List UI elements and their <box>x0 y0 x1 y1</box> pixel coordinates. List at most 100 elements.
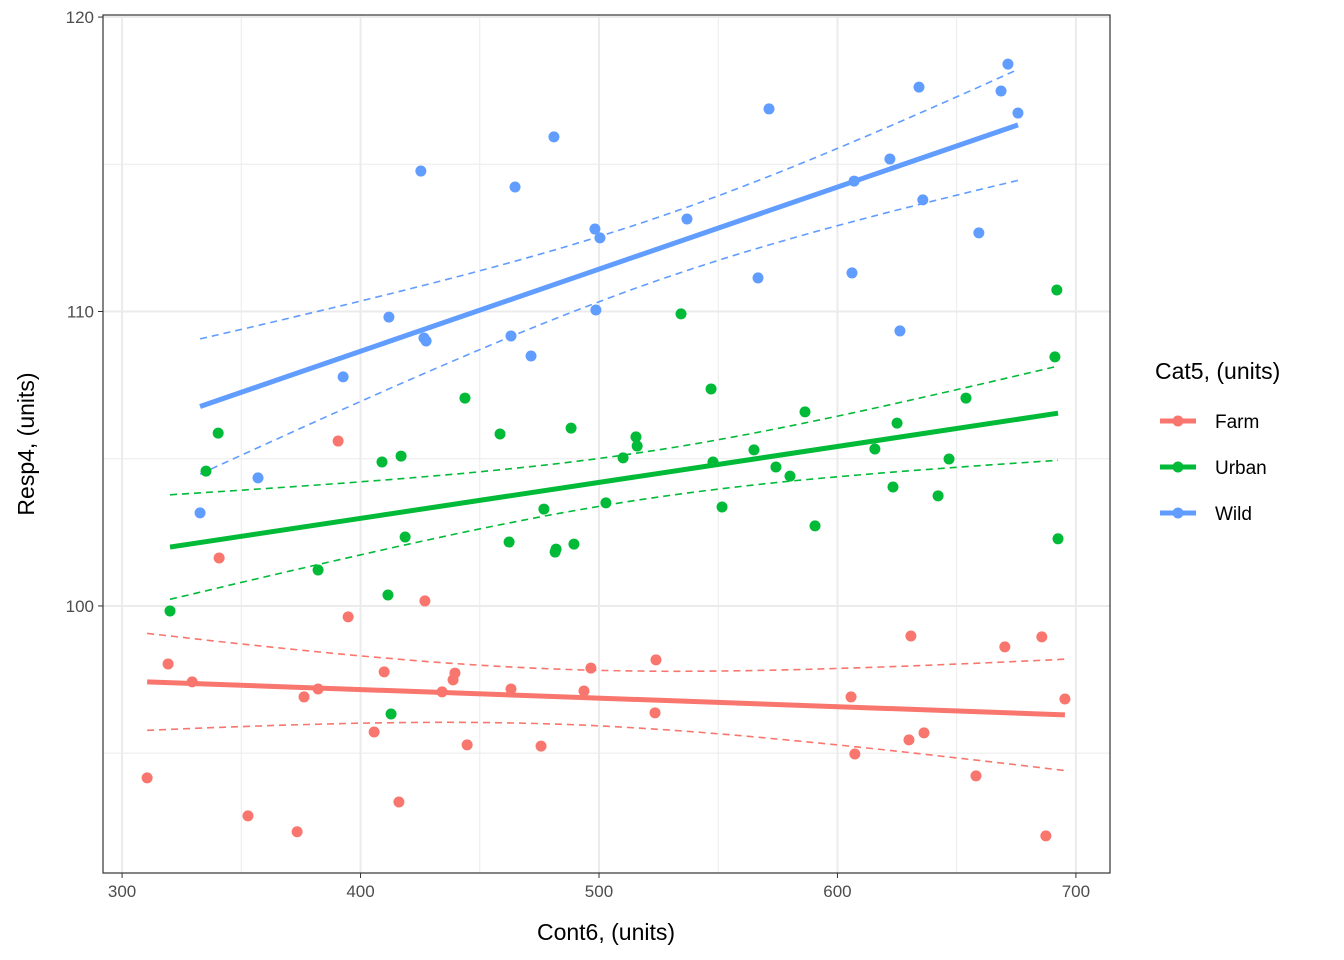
point-urban <box>707 456 719 468</box>
point-farm <box>970 770 982 782</box>
x-tick-label: 600 <box>823 882 851 901</box>
x-tick-label: 400 <box>346 882 374 901</box>
axis-ticks: 300 400 500 600 700 100 110 120 <box>66 8 1090 901</box>
point-farm <box>378 666 390 678</box>
lower-bound-wild <box>199 179 1019 475</box>
point-urban <box>399 531 411 543</box>
point-farm <box>393 796 405 808</box>
confidence-bands <box>147 68 1065 772</box>
point-wild <box>1002 58 1014 70</box>
point-farm <box>186 676 198 688</box>
upper-bound-urban <box>169 365 1059 496</box>
fit-lines <box>147 122 1066 718</box>
point-wild <box>383 311 395 323</box>
point-wild <box>995 85 1007 97</box>
point-urban <box>716 501 728 513</box>
upper-bound-wild <box>199 68 1019 340</box>
x-tick-label: 500 <box>585 882 613 901</box>
point-urban <box>887 481 899 493</box>
point-wild <box>752 272 764 284</box>
legend: Cat5, (units) Farm Urban Wild <box>1155 358 1280 525</box>
point-urban <box>617 452 629 464</box>
legend-key-point <box>1172 415 1184 427</box>
point-farm <box>845 691 857 703</box>
point-urban <box>631 440 643 452</box>
point-farm <box>298 691 310 703</box>
fit-line-farm <box>147 679 1066 718</box>
point-farm <box>291 826 303 838</box>
point-urban <box>385 708 397 720</box>
point-farm <box>505 683 517 695</box>
point-farm <box>585 662 597 674</box>
y-tick-label: 110 <box>67 303 94 322</box>
point-urban <box>809 520 821 532</box>
point-farm <box>849 748 861 760</box>
point-urban <box>675 308 687 320</box>
point-wild <box>917 194 929 206</box>
legend-label-wild: Wild <box>1215 504 1252 525</box>
point-urban <box>784 470 796 482</box>
point-wild <box>420 335 432 347</box>
point-urban <box>1052 533 1064 545</box>
point-urban <box>705 383 717 395</box>
point-farm <box>461 739 473 751</box>
point-wild <box>337 371 349 383</box>
point-urban <box>568 538 580 550</box>
point-urban <box>200 465 212 477</box>
y-axis-label: Resp4, (units) <box>13 372 39 515</box>
point-urban <box>565 422 577 434</box>
point-wild <box>973 227 985 239</box>
point-farm <box>342 611 354 623</box>
point-urban <box>770 461 782 473</box>
point-farm <box>903 734 915 746</box>
point-urban <box>459 392 471 404</box>
point-wild <box>594 232 606 244</box>
point-urban <box>600 497 612 509</box>
points <box>141 58 1071 842</box>
point-farm <box>162 658 174 670</box>
point-farm <box>419 595 431 607</box>
point-wild <box>415 165 427 177</box>
point-urban <box>164 605 176 617</box>
point-wild <box>1012 107 1024 119</box>
point-farm <box>332 435 344 447</box>
point-urban <box>503 536 515 548</box>
legend-label-farm: Farm <box>1215 412 1259 433</box>
point-farm <box>449 667 461 679</box>
point-wild <box>590 304 602 316</box>
point-farm <box>436 686 448 698</box>
point-urban <box>549 546 561 558</box>
y-tick-label: 100 <box>66 597 94 616</box>
point-urban <box>538 503 550 515</box>
point-urban <box>212 427 224 439</box>
point-farm <box>905 630 917 642</box>
point-wild <box>848 175 860 187</box>
lower-bound-farm <box>147 721 1065 772</box>
y-tick-label: 120 <box>66 8 94 27</box>
point-wild <box>505 330 517 342</box>
point-wild <box>884 153 896 165</box>
point-urban <box>376 456 388 468</box>
point-urban <box>312 564 324 576</box>
point-wild <box>525 350 537 362</box>
point-wild <box>846 267 858 279</box>
point-wild <box>763 103 775 115</box>
point-urban <box>869 443 881 455</box>
point-wild <box>589 223 601 235</box>
panel-border <box>102 14 1111 874</box>
point-farm <box>1036 631 1048 643</box>
point-wild <box>548 131 560 143</box>
upper-bound-farm <box>147 632 1065 673</box>
point-farm <box>999 641 1011 653</box>
point-farm <box>649 707 661 719</box>
point-wild <box>252 472 264 484</box>
point-farm <box>1040 830 1052 842</box>
point-farm <box>242 810 254 822</box>
point-farm <box>312 683 324 695</box>
point-urban <box>748 444 760 456</box>
point-urban <box>799 406 811 418</box>
point-farm <box>368 726 380 738</box>
legend-key-point <box>1172 507 1184 519</box>
point-urban <box>630 431 642 443</box>
plot-panel <box>103 15 1110 873</box>
